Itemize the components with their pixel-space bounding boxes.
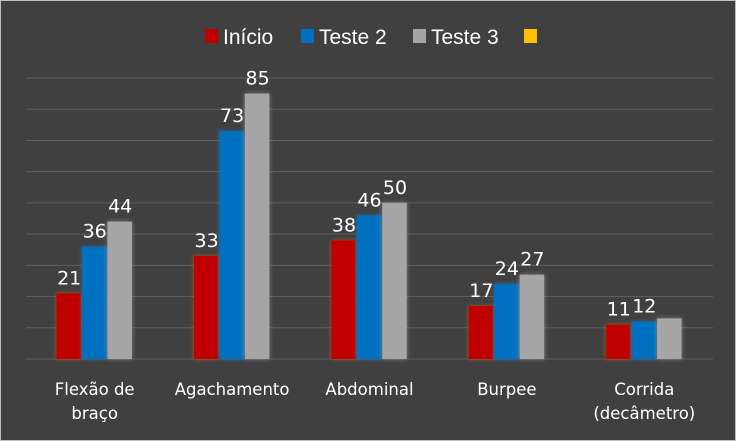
data-label: 36 xyxy=(83,221,107,243)
bar-teste-3-agachamento xyxy=(244,93,270,359)
bar-inicio-abdominal xyxy=(331,240,356,359)
bar-teste-2-abdominal xyxy=(356,215,382,359)
legend-label-inicio: Início xyxy=(223,26,273,49)
category-label: Corrida xyxy=(614,380,674,399)
bar-teste-2-corrida-decametro xyxy=(631,321,657,359)
legend-label-teste-3: Teste 3 xyxy=(431,26,499,49)
data-label: 21 xyxy=(57,267,81,289)
data-label: 11 xyxy=(607,299,631,321)
category-labels: Flexão de braço Agachamento Abdominal Burpee… xyxy=(55,380,695,423)
data-label: 27 xyxy=(520,249,544,271)
category-label: braço xyxy=(71,404,118,423)
legend-swatch-teste-3 xyxy=(413,29,426,43)
legend-swatch-teste-2 xyxy=(301,29,314,43)
bar-teste-2-agachamento xyxy=(219,131,244,359)
bar-teste-2-flexao-de-braco xyxy=(81,246,107,359)
legend-swatch-unnamed xyxy=(524,29,537,43)
bars xyxy=(56,93,682,359)
bar-inicio-flexao-de-braco xyxy=(56,293,81,359)
data-label: 33 xyxy=(195,230,219,252)
legend: Início Teste 2 Teste 3 xyxy=(205,26,537,49)
legend-label-teste-2: Teste 2 xyxy=(319,26,387,49)
data-label: 24 xyxy=(495,258,519,280)
category-label: (decâmetro) xyxy=(593,404,695,423)
category-label: Abdominal xyxy=(325,380,413,399)
data-label: 46 xyxy=(357,189,381,211)
data-label: 85 xyxy=(246,68,270,90)
data-label: 50 xyxy=(383,177,407,199)
bar-inicio-burpee xyxy=(468,305,494,359)
data-label: 12 xyxy=(632,296,656,318)
bar-teste-3-flexao-de-braco xyxy=(107,221,132,359)
data-label: 38 xyxy=(332,214,356,236)
legend-swatch-inicio xyxy=(205,29,218,43)
bar-inicio-corrida-decametro xyxy=(606,324,631,359)
bar-teste-2-burpee xyxy=(494,284,519,359)
bar-teste-3-burpee xyxy=(519,274,545,359)
data-label: 44 xyxy=(108,196,132,218)
data-label: 17 xyxy=(469,280,493,302)
bar-teste-3-abdominal xyxy=(382,202,407,359)
bar-inicio-agachamento xyxy=(193,255,219,359)
category-label: Burpee xyxy=(477,380,536,399)
category-label: Agachamento xyxy=(175,380,290,399)
bar-teste-3-corrida-decametro xyxy=(657,318,682,359)
category-label: Flexão de xyxy=(55,380,135,399)
data-label: 73 xyxy=(220,105,244,127)
